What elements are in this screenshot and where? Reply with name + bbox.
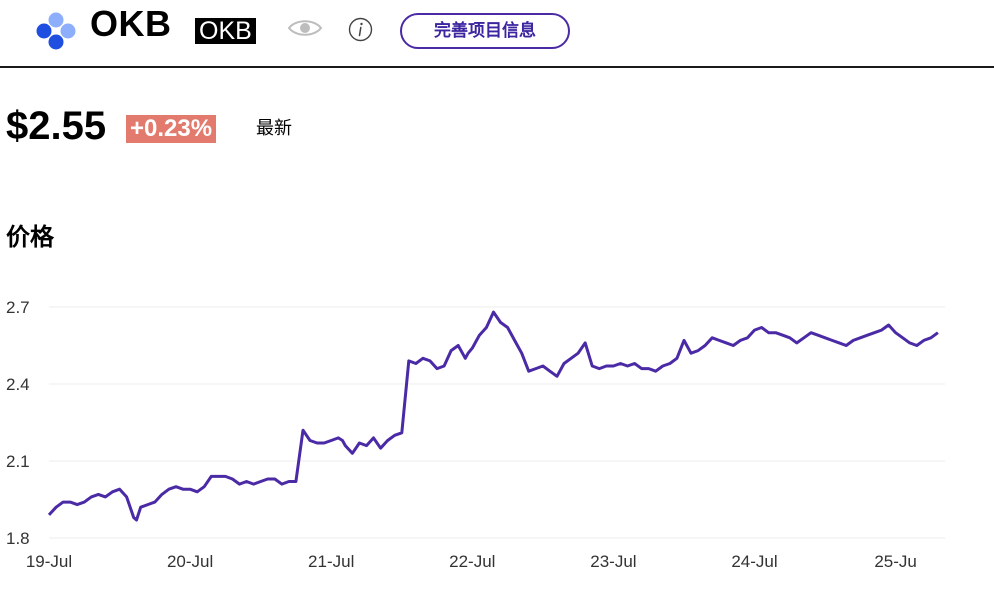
x-tick-label: 19-Jul [26,552,72,571]
coin-name: OKB [90,3,172,44]
x-tick-label: 24-Jul [731,552,777,571]
price-change-badge: +0.23% [126,115,217,143]
y-tick-label: 2.7 [6,298,30,317]
y-tick-label: 2.4 [6,375,30,394]
price-series-line [47,310,939,522]
eye-icon[interactable] [287,16,323,40]
complete-project-info-button[interactable]: 完善项目信息 [400,13,570,49]
y-tick-label: 1.8 [6,529,30,548]
y-tick-label: 2.1 [6,452,30,471]
x-tick-label: 23-Jul [590,552,636,571]
price-chart: 2.7 2.4 2.1 1.8 19-Jul 20-Jul 21-Jul 22-Jul 23-J… [6,298,945,571]
price-section-title: 价格 [6,223,54,251]
ticker-badge: OKB [195,18,256,45]
okb-logo-icon [36,12,76,50]
info-icon[interactable] [348,17,373,42]
latest-label: 最新 [256,118,292,139]
x-tick-label: 21-Jul [308,552,354,571]
x-tick-label: 25-Ju [874,552,917,571]
x-tick-label: 20-Jul [167,552,213,571]
current-price: $2.55 [6,104,107,148]
header: OKB OKB 完善项目信息 [0,0,994,68]
x-tick-label: 22-Jul [449,552,495,571]
